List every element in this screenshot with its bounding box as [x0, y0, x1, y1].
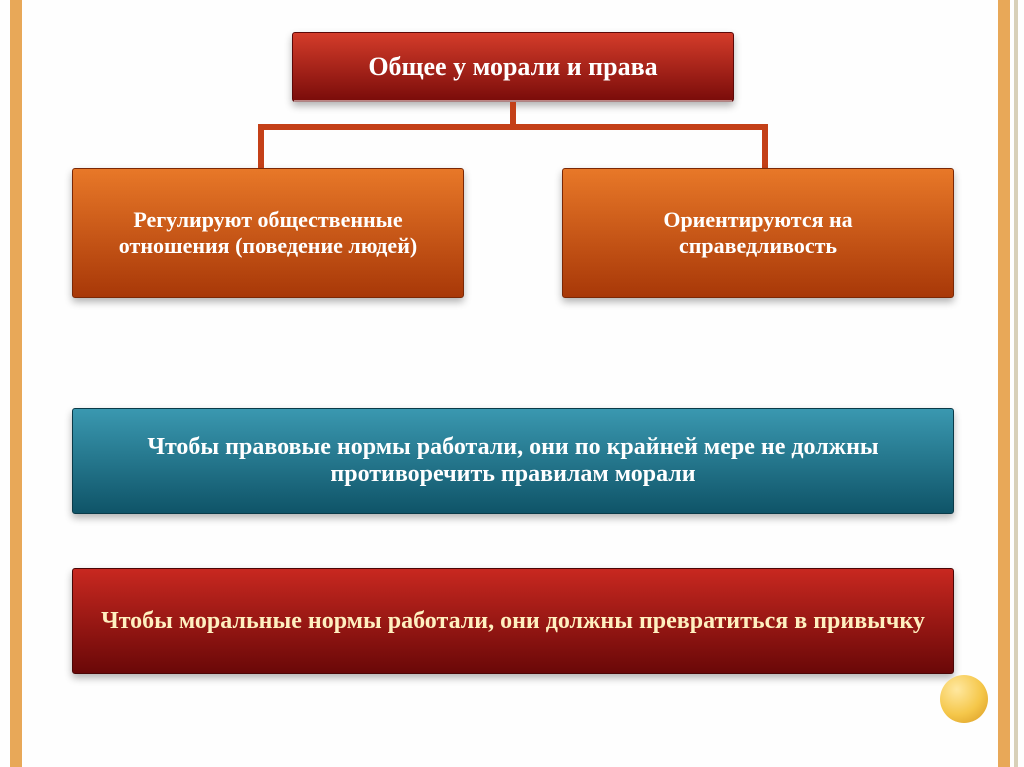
right-accent-stripe-thin	[1014, 0, 1018, 767]
statement-1-box: Чтобы правовые нормы работали, они по кр…	[72, 408, 954, 514]
branch-left-text: Регулируют общественные отношения (повед…	[93, 207, 443, 259]
branch-left-box: Регулируют общественные отношения (повед…	[72, 168, 464, 298]
connector-vertical-right	[762, 124, 768, 170]
title-text: Общее у морали и права	[368, 52, 657, 82]
left-accent-stripe	[10, 0, 22, 767]
statement-2-box: Чтобы моральные нормы работали, они долж…	[72, 568, 954, 674]
connector-vertical-left	[258, 124, 264, 170]
slide-number-circle	[940, 675, 988, 723]
branch-right-box: Ориентируются на справедливость	[562, 168, 954, 298]
right-accent-stripe-orange	[998, 0, 1010, 767]
branch-right-text: Ориентируются на справедливость	[583, 207, 933, 259]
statement-2-text: Чтобы моральные нормы работали, они долж…	[101, 608, 925, 635]
statement-1-text: Чтобы правовые нормы работали, они по кр…	[101, 434, 925, 488]
connector-horizontal	[258, 124, 768, 130]
title-box: Общее у морали и права	[292, 32, 734, 102]
